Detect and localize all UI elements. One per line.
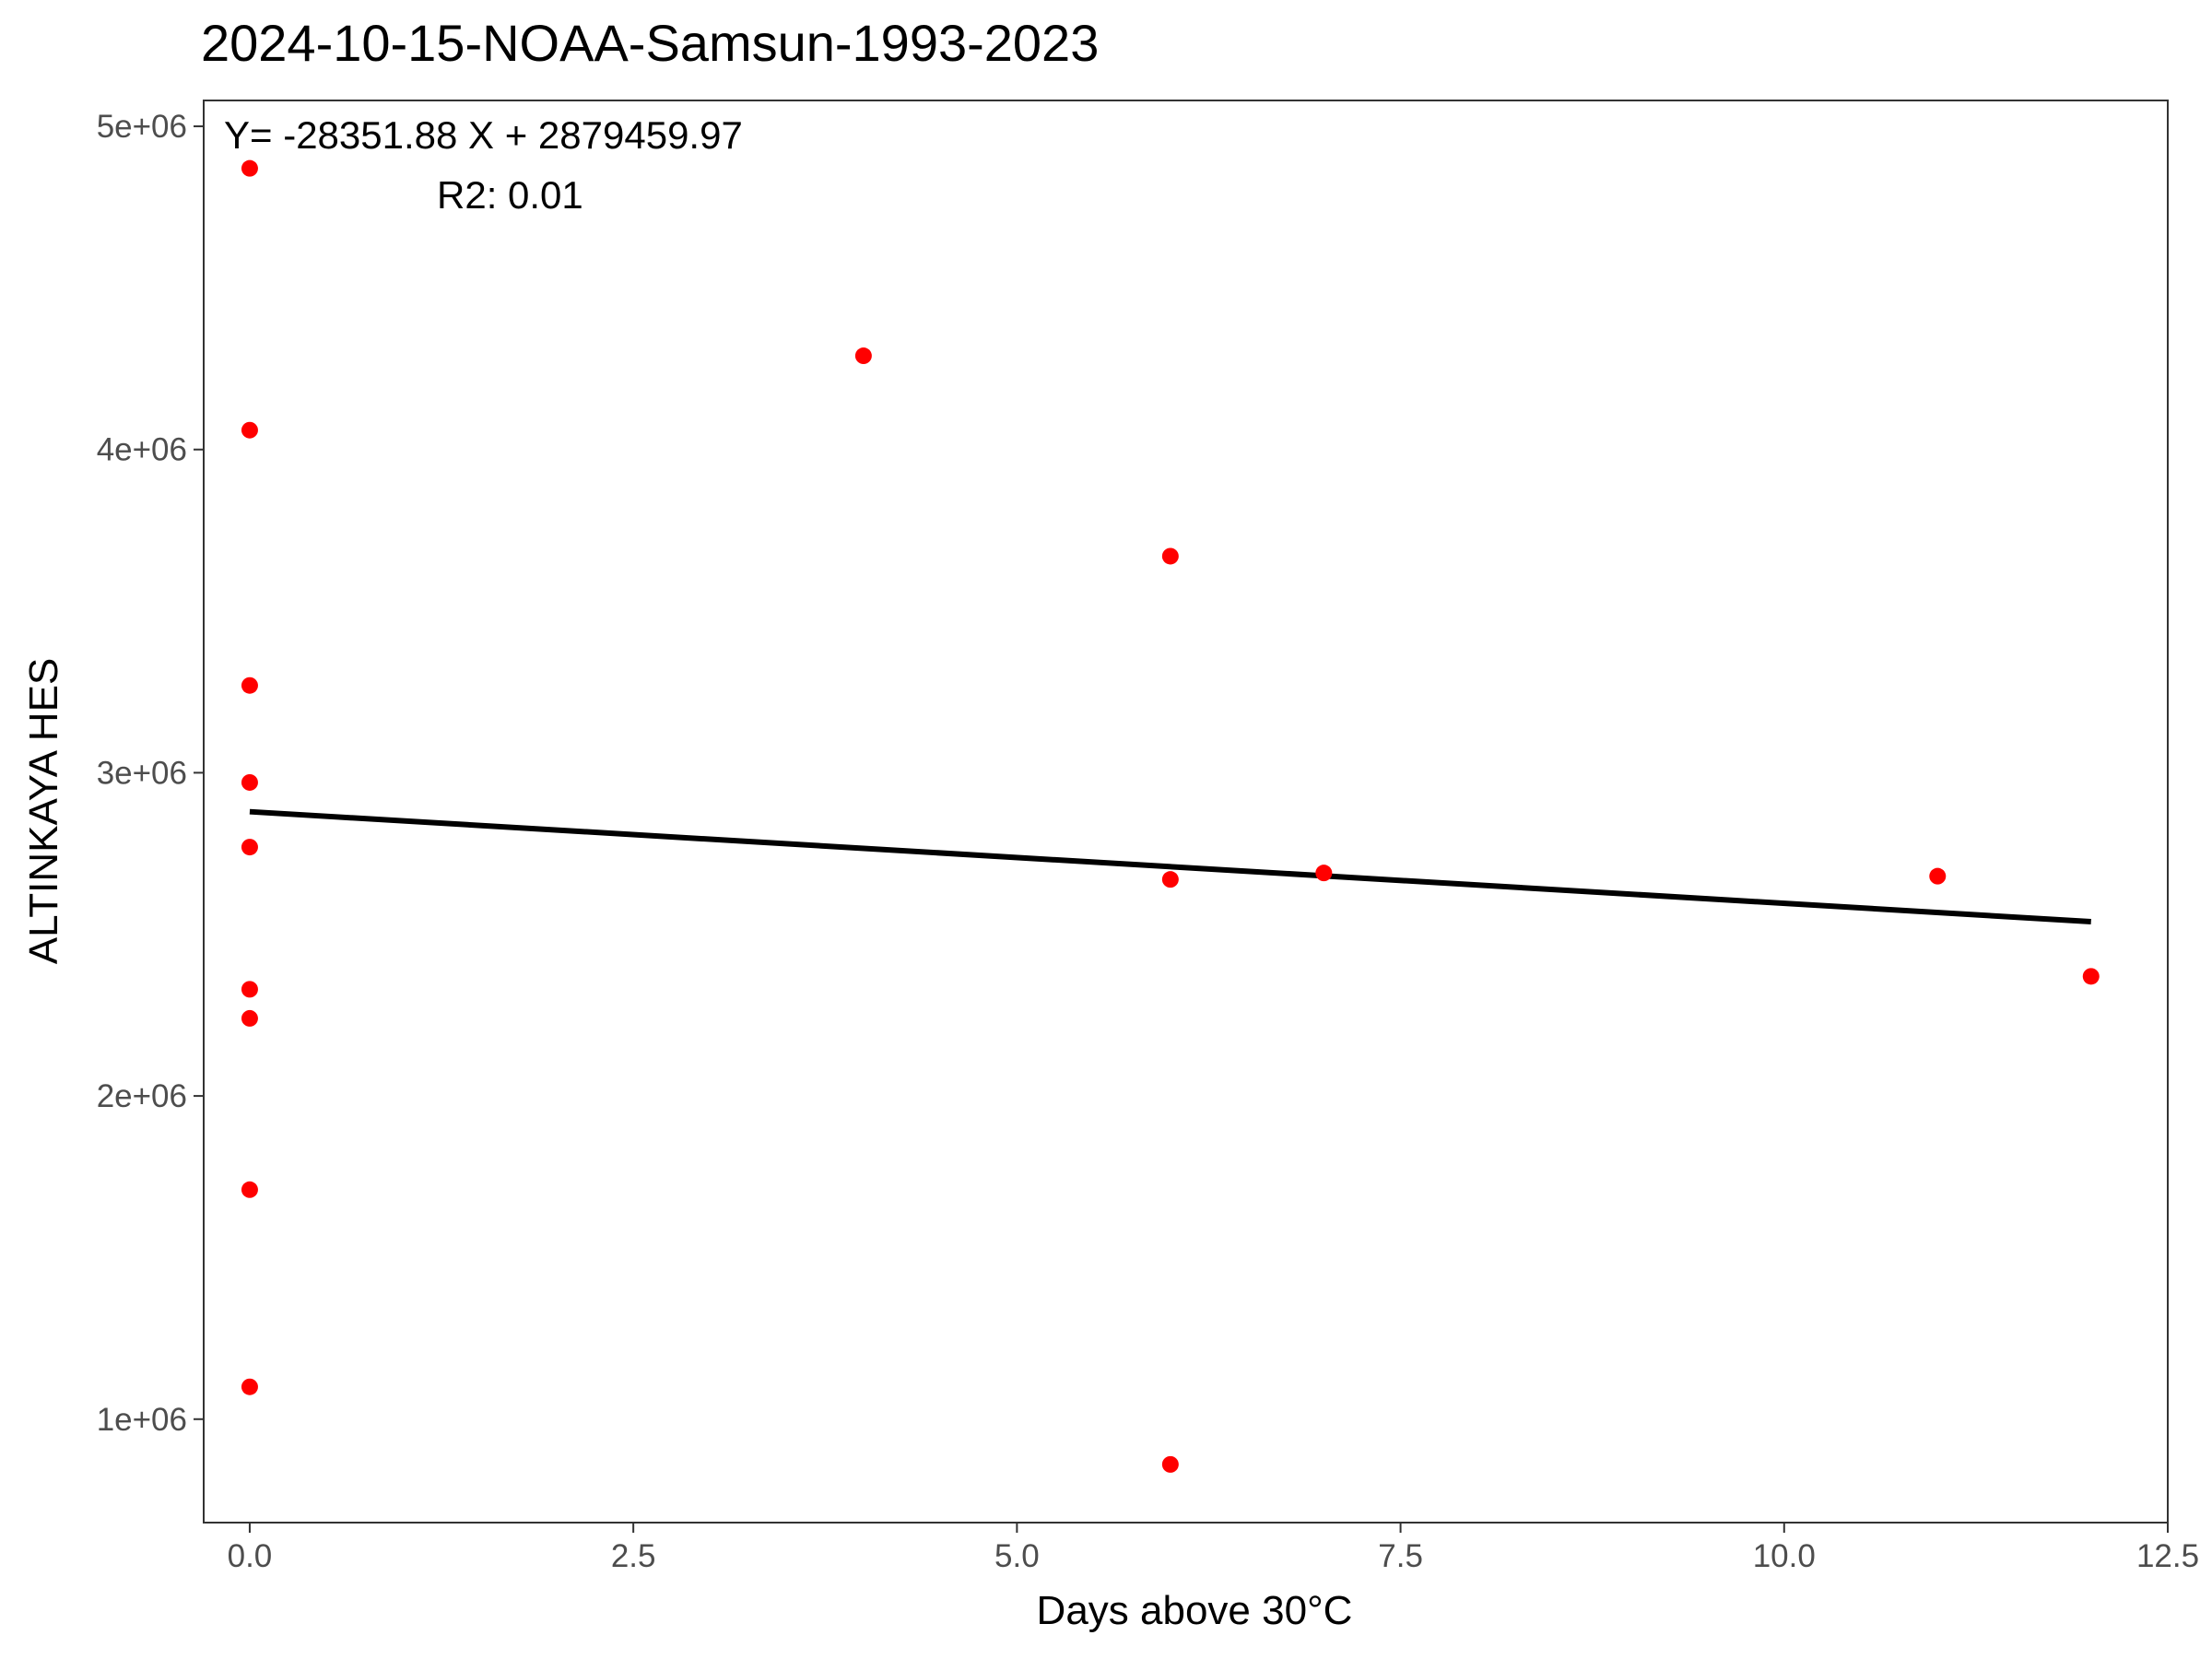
data-point <box>1315 865 1333 882</box>
y-tick-label: 1e+06 <box>97 1402 187 1438</box>
y-axis: 1e+06 2e+06 3e+06 4e+06 5e+06 <box>97 109 204 1438</box>
r-squared-label: R2: 0.01 <box>437 173 583 217</box>
x-tick-label: 2.5 <box>611 1538 656 1574</box>
data-point <box>241 773 258 791</box>
regression-line <box>249 808 2091 924</box>
x-tick-label: 0.0 <box>228 1538 273 1574</box>
data-point <box>241 1009 258 1027</box>
data-point <box>1929 867 1947 885</box>
y-tick-label: 5e+06 <box>97 109 187 145</box>
x-tick-label: 5.0 <box>994 1538 1040 1574</box>
x-tick-label: 10.0 <box>1753 1538 1816 1574</box>
y-axis-title: ALTINKAYA HES <box>21 658 66 965</box>
data-point <box>241 159 258 177</box>
y-tick-label: 3e+06 <box>97 755 187 791</box>
x-axis: 0.0 2.5 5.0 7.5 10.0 12.5 <box>228 1523 2199 1574</box>
data-point <box>241 839 258 856</box>
data-point <box>241 421 258 439</box>
y-tick-label: 2e+06 <box>97 1078 187 1114</box>
regression-equation: Y= -28351.88 X + 2879459.97 <box>224 113 743 157</box>
plot-panel <box>203 100 2169 1524</box>
y-tick-label: 4e+06 <box>97 432 187 468</box>
data-point <box>241 981 258 998</box>
data-point <box>1161 871 1179 888</box>
data-point <box>241 677 258 694</box>
x-tick-label: 7.5 <box>1378 1538 1423 1574</box>
x-tick-label: 12.5 <box>2136 1538 2199 1574</box>
regression-layer <box>249 808 2091 924</box>
data-point <box>854 347 872 365</box>
x-axis-title: Days above 30°C <box>1037 1588 1353 1633</box>
data-point <box>241 1378 258 1395</box>
data-point <box>1161 1455 1179 1473</box>
data-point <box>241 1181 258 1198</box>
data-point <box>1161 547 1179 565</box>
data-point <box>2082 968 2100 985</box>
chart-title: 2024-10-15-NOAA-Samsun-1993-2023 <box>201 14 1099 72</box>
data-points <box>241 159 2100 1473</box>
